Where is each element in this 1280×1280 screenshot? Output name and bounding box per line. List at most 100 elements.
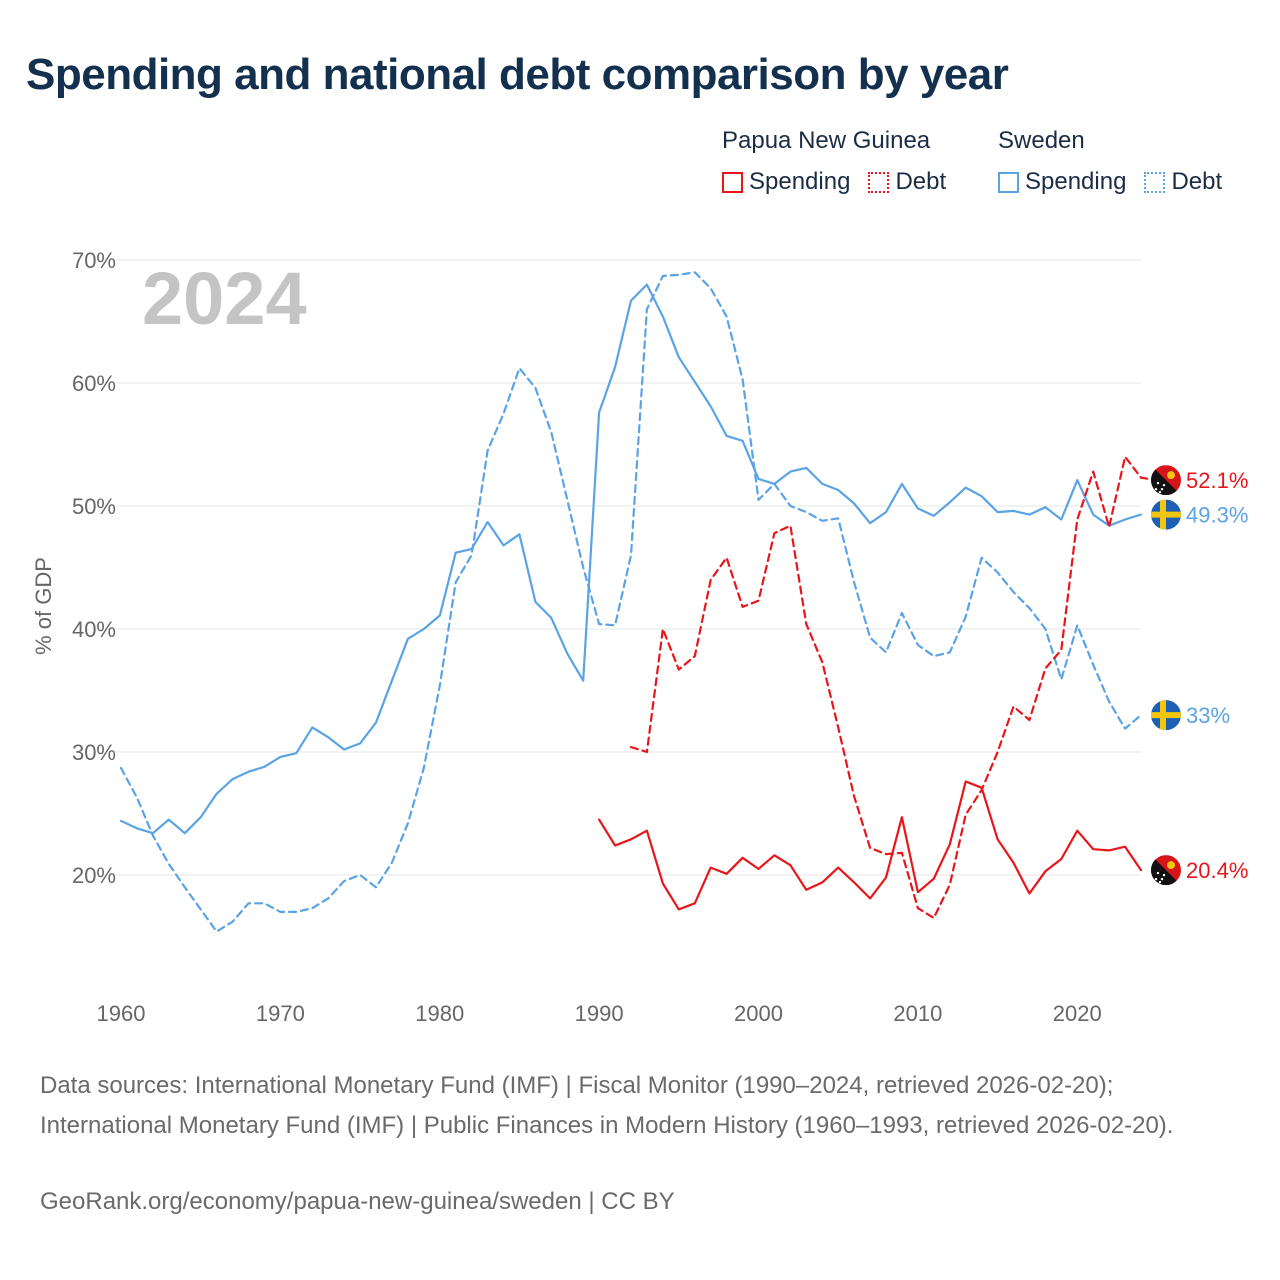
legend-item-sweden-debt[interactable]: Debt <box>1144 168 1222 196</box>
data-point[interactable] <box>1108 526 1110 528</box>
data-point[interactable] <box>758 478 760 480</box>
data-point[interactable] <box>295 752 297 754</box>
data-point[interactable] <box>646 284 648 286</box>
data-point[interactable] <box>726 557 728 559</box>
data-point[interactable] <box>965 616 967 618</box>
data-point[interactable] <box>232 921 234 923</box>
data-point[interactable] <box>821 881 823 883</box>
data-point[interactable] <box>1092 664 1094 666</box>
data-point[interactable] <box>853 881 855 883</box>
data-point[interactable] <box>439 685 441 687</box>
data-point[interactable] <box>662 628 664 630</box>
data-point[interactable] <box>933 917 935 919</box>
data-point[interactable] <box>821 483 823 485</box>
data-point[interactable] <box>885 511 887 513</box>
data-point[interactable] <box>1013 862 1015 864</box>
data-point[interactable] <box>455 581 457 583</box>
data-point[interactable] <box>1028 892 1030 894</box>
data-point[interactable] <box>837 867 839 869</box>
data-point[interactable] <box>742 440 744 442</box>
data-point[interactable] <box>710 287 712 289</box>
data-point[interactable] <box>263 902 265 904</box>
data-point[interactable] <box>407 638 409 640</box>
data-point[interactable] <box>1044 870 1046 872</box>
data-point[interactable] <box>773 532 775 534</box>
data-point[interactable] <box>598 623 600 625</box>
data-point[interactable] <box>1076 830 1078 832</box>
data-point[interactable] <box>694 902 696 904</box>
data-point[interactable] <box>853 581 855 583</box>
data-point[interactable] <box>1140 514 1142 516</box>
data-point[interactable] <box>805 889 807 891</box>
data-point[interactable] <box>327 897 329 899</box>
data-point[interactable] <box>518 367 520 369</box>
data-point[interactable] <box>694 655 696 657</box>
series-line-papua-new-guinea-debt[interactable] <box>629 455 1158 920</box>
data-point[interactable] <box>981 789 983 791</box>
data-point[interactable] <box>981 495 983 497</box>
data-point[interactable] <box>726 873 728 875</box>
data-point[interactable] <box>120 820 122 822</box>
legend-item-png-debt[interactable]: Debt <box>868 168 946 196</box>
data-point[interactable] <box>997 838 999 840</box>
data-point[interactable] <box>248 771 250 773</box>
data-point[interactable] <box>614 366 616 368</box>
data-point[interactable] <box>518 533 520 535</box>
data-point[interactable] <box>184 832 186 834</box>
data-point[interactable] <box>295 911 297 913</box>
data-point[interactable] <box>152 835 154 837</box>
data-point[interactable] <box>917 507 919 509</box>
data-point[interactable] <box>869 847 871 849</box>
data-point[interactable] <box>789 525 791 527</box>
data-point[interactable] <box>1044 506 1046 508</box>
data-point[interactable] <box>1013 591 1015 593</box>
data-point[interactable] <box>853 795 855 797</box>
data-point[interactable] <box>471 554 473 556</box>
data-point[interactable] <box>965 814 967 816</box>
data-point[interactable] <box>248 902 250 904</box>
data-point[interactable] <box>423 628 425 630</box>
data-point[interactable] <box>758 868 760 870</box>
data-point[interactable] <box>1124 519 1126 521</box>
data-point[interactable] <box>487 521 489 523</box>
data-point[interactable] <box>343 749 345 751</box>
legend-item-png-spending[interactable]: Spending <box>722 168 850 196</box>
data-point[interactable] <box>1013 705 1015 707</box>
data-point[interactable] <box>869 522 871 524</box>
data-point[interactable] <box>343 880 345 882</box>
series-line-sweden-debt[interactable] <box>119 271 1143 933</box>
data-point[interactable] <box>805 467 807 469</box>
data-point[interactable] <box>901 852 903 854</box>
data-point[interactable] <box>200 908 202 910</box>
data-point[interactable] <box>869 637 871 639</box>
data-point[interactable] <box>1108 849 1110 851</box>
data-point[interactable] <box>789 864 791 866</box>
data-point[interactable] <box>136 827 138 829</box>
data-point[interactable] <box>1076 624 1078 626</box>
data-point[interactable] <box>694 381 696 383</box>
data-point[interactable] <box>1060 858 1062 860</box>
data-point[interactable] <box>837 726 839 728</box>
data-point[interactable] <box>646 830 648 832</box>
data-point[interactable] <box>582 567 584 569</box>
data-point[interactable] <box>503 544 505 546</box>
data-point[interactable] <box>742 378 744 380</box>
data-point[interactable] <box>742 857 744 859</box>
data-point[interactable] <box>550 617 552 619</box>
data-point[interactable] <box>582 680 584 682</box>
data-point[interactable] <box>375 721 377 723</box>
data-point[interactable] <box>1076 479 1078 481</box>
data-point[interactable] <box>614 624 616 626</box>
data-point[interactable] <box>184 886 186 888</box>
data-point[interactable] <box>614 844 616 846</box>
data-point[interactable] <box>503 413 505 415</box>
data-point[interactable] <box>789 471 791 473</box>
data-point[interactable] <box>805 511 807 513</box>
footer-credit[interactable]: GeoRank.org/economy/papua-new-guinea/swe… <box>40 1188 675 1215</box>
data-point[interactable] <box>534 601 536 603</box>
data-point[interactable] <box>694 271 696 273</box>
data-point[interactable] <box>391 862 393 864</box>
data-point[interactable] <box>263 766 265 768</box>
data-point[interactable] <box>773 854 775 856</box>
data-point[interactable] <box>821 661 823 663</box>
